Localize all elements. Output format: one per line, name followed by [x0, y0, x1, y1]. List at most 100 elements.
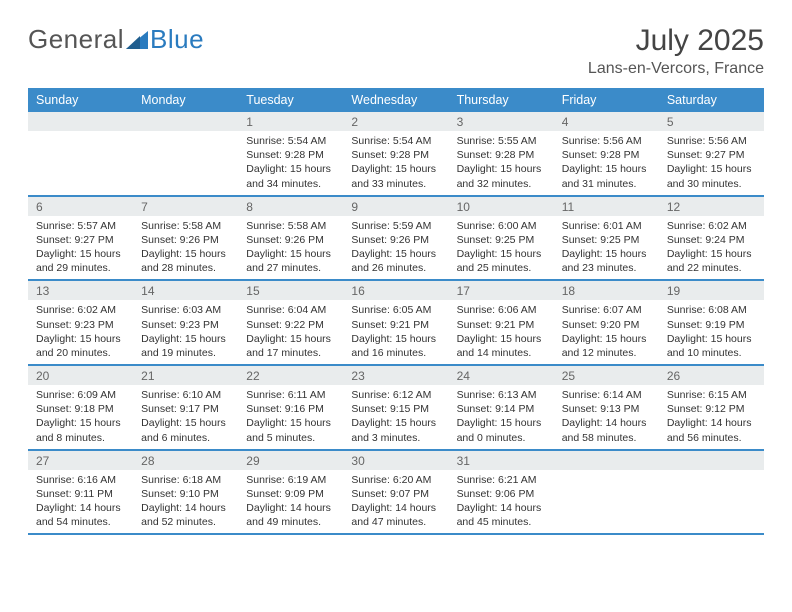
day-number: 27 — [28, 451, 133, 470]
triangle-icon — [126, 31, 148, 49]
day-number — [554, 451, 659, 470]
daylight-text: Daylight: 14 hours and 47 minutes. — [351, 501, 440, 529]
sunrise-text: Sunrise: 6:07 AM — [562, 303, 651, 317]
sunset-text: Sunset: 9:06 PM — [457, 487, 546, 501]
sunset-text: Sunset: 9:28 PM — [351, 148, 440, 162]
day-cell: 29Sunrise: 6:19 AMSunset: 9:09 PMDayligh… — [238, 451, 343, 534]
day-cell: 20Sunrise: 6:09 AMSunset: 9:18 PMDayligh… — [28, 366, 133, 449]
day-cell: 19Sunrise: 6:08 AMSunset: 9:19 PMDayligh… — [659, 281, 764, 364]
day-body: Sunrise: 6:01 AMSunset: 9:25 PMDaylight:… — [554, 216, 659, 280]
sunrise-text: Sunrise: 5:56 AM — [562, 134, 651, 148]
day-number — [659, 451, 764, 470]
day-number: 15 — [238, 281, 343, 300]
calendar-grid: Sunday Monday Tuesday Wednesday Thursday… — [28, 88, 764, 535]
day-number — [133, 112, 238, 131]
sunrise-text: Sunrise: 6:12 AM — [351, 388, 440, 402]
day-number: 11 — [554, 197, 659, 216]
day-cell: 30Sunrise: 6:20 AMSunset: 9:07 PMDayligh… — [343, 451, 448, 534]
day-body: Sunrise: 6:11 AMSunset: 9:16 PMDaylight:… — [238, 385, 343, 449]
sunrise-text: Sunrise: 6:09 AM — [36, 388, 125, 402]
sunrise-text: Sunrise: 5:55 AM — [457, 134, 546, 148]
day-cell — [28, 112, 133, 195]
day-body: Sunrise: 6:13 AMSunset: 9:14 PMDaylight:… — [449, 385, 554, 449]
day-body: Sunrise: 5:59 AMSunset: 9:26 PMDaylight:… — [343, 216, 448, 280]
daylight-text: Daylight: 15 hours and 12 minutes. — [562, 332, 651, 360]
day-body: Sunrise: 6:15 AMSunset: 9:12 PMDaylight:… — [659, 385, 764, 449]
week-row: 6Sunrise: 5:57 AMSunset: 9:27 PMDaylight… — [28, 197, 764, 282]
sunrise-text: Sunrise: 6:03 AM — [141, 303, 230, 317]
day-body: Sunrise: 6:14 AMSunset: 9:13 PMDaylight:… — [554, 385, 659, 449]
sunrise-text: Sunrise: 6:20 AM — [351, 473, 440, 487]
sunset-text: Sunset: 9:11 PM — [36, 487, 125, 501]
sunset-text: Sunset: 9:10 PM — [141, 487, 230, 501]
day-body: Sunrise: 6:19 AMSunset: 9:09 PMDaylight:… — [238, 470, 343, 534]
day-cell: 15Sunrise: 6:04 AMSunset: 9:22 PMDayligh… — [238, 281, 343, 364]
sunset-text: Sunset: 9:26 PM — [246, 233, 335, 247]
sunset-text: Sunset: 9:25 PM — [457, 233, 546, 247]
day-cell — [133, 112, 238, 195]
sunset-text: Sunset: 9:27 PM — [36, 233, 125, 247]
sunset-text: Sunset: 9:23 PM — [141, 318, 230, 332]
day-number: 7 — [133, 197, 238, 216]
daylight-text: Daylight: 15 hours and 28 minutes. — [141, 247, 230, 275]
daylight-text: Daylight: 14 hours and 45 minutes. — [457, 501, 546, 529]
page-header: General Blue July 2025 Lans-en-Vercors, … — [28, 24, 764, 78]
day-number: 28 — [133, 451, 238, 470]
day-cell: 13Sunrise: 6:02 AMSunset: 9:23 PMDayligh… — [28, 281, 133, 364]
title-block: July 2025 Lans-en-Vercors, France — [588, 24, 764, 78]
sunrise-text: Sunrise: 6:21 AM — [457, 473, 546, 487]
sunrise-text: Sunrise: 6:00 AM — [457, 219, 546, 233]
day-cell: 14Sunrise: 6:03 AMSunset: 9:23 PMDayligh… — [133, 281, 238, 364]
day-cell: 18Sunrise: 6:07 AMSunset: 9:20 PMDayligh… — [554, 281, 659, 364]
sunset-text: Sunset: 9:20 PM — [562, 318, 651, 332]
day-body: Sunrise: 5:54 AMSunset: 9:28 PMDaylight:… — [343, 131, 448, 195]
day-body: Sunrise: 6:10 AMSunset: 9:17 PMDaylight:… — [133, 385, 238, 449]
day-body: Sunrise: 6:04 AMSunset: 9:22 PMDaylight:… — [238, 300, 343, 364]
day-number: 22 — [238, 366, 343, 385]
sunset-text: Sunset: 9:17 PM — [141, 402, 230, 416]
day-cell: 27Sunrise: 6:16 AMSunset: 9:11 PMDayligh… — [28, 451, 133, 534]
sunrise-text: Sunrise: 6:02 AM — [36, 303, 125, 317]
week-row: 20Sunrise: 6:09 AMSunset: 9:18 PMDayligh… — [28, 366, 764, 451]
sunset-text: Sunset: 9:27 PM — [667, 148, 756, 162]
day-body: Sunrise: 6:08 AMSunset: 9:19 PMDaylight:… — [659, 300, 764, 364]
weekday-header-row: Sunday Monday Tuesday Wednesday Thursday… — [28, 88, 764, 112]
sunrise-text: Sunrise: 6:08 AM — [667, 303, 756, 317]
sunset-text: Sunset: 9:13 PM — [562, 402, 651, 416]
week-row: 13Sunrise: 6:02 AMSunset: 9:23 PMDayligh… — [28, 281, 764, 366]
weekday-header: Friday — [554, 88, 659, 112]
day-number: 26 — [659, 366, 764, 385]
month-title: July 2025 — [588, 24, 764, 58]
sunrise-text: Sunrise: 6:04 AM — [246, 303, 335, 317]
sunset-text: Sunset: 9:22 PM — [246, 318, 335, 332]
weekday-header: Saturday — [659, 88, 764, 112]
sunrise-text: Sunrise: 5:54 AM — [246, 134, 335, 148]
sunrise-text: Sunrise: 5:56 AM — [667, 134, 756, 148]
day-body: Sunrise: 5:54 AMSunset: 9:28 PMDaylight:… — [238, 131, 343, 195]
day-cell: 2Sunrise: 5:54 AMSunset: 9:28 PMDaylight… — [343, 112, 448, 195]
sunset-text: Sunset: 9:21 PM — [351, 318, 440, 332]
day-number: 24 — [449, 366, 554, 385]
day-cell: 17Sunrise: 6:06 AMSunset: 9:21 PMDayligh… — [449, 281, 554, 364]
week-row: 1Sunrise: 5:54 AMSunset: 9:28 PMDaylight… — [28, 112, 764, 197]
day-body: Sunrise: 6:02 AMSunset: 9:23 PMDaylight:… — [28, 300, 133, 364]
day-number: 23 — [343, 366, 448, 385]
sunrise-text: Sunrise: 5:54 AM — [351, 134, 440, 148]
daylight-text: Daylight: 15 hours and 5 minutes. — [246, 416, 335, 444]
weekday-header: Thursday — [449, 88, 554, 112]
day-cell — [659, 451, 764, 534]
weeks-container: 1Sunrise: 5:54 AMSunset: 9:28 PMDaylight… — [28, 112, 764, 535]
day-cell: 26Sunrise: 6:15 AMSunset: 9:12 PMDayligh… — [659, 366, 764, 449]
day-number: 3 — [449, 112, 554, 131]
sunrise-text: Sunrise: 6:06 AM — [457, 303, 546, 317]
day-body: Sunrise: 5:56 AMSunset: 9:27 PMDaylight:… — [659, 131, 764, 195]
day-body: Sunrise: 5:58 AMSunset: 9:26 PMDaylight:… — [238, 216, 343, 280]
day-body: Sunrise: 6:20 AMSunset: 9:07 PMDaylight:… — [343, 470, 448, 534]
sunrise-text: Sunrise: 6:02 AM — [667, 219, 756, 233]
day-cell: 23Sunrise: 6:12 AMSunset: 9:15 PMDayligh… — [343, 366, 448, 449]
day-cell: 24Sunrise: 6:13 AMSunset: 9:14 PMDayligh… — [449, 366, 554, 449]
daylight-text: Daylight: 15 hours and 26 minutes. — [351, 247, 440, 275]
sunset-text: Sunset: 9:18 PM — [36, 402, 125, 416]
day-body: Sunrise: 5:57 AMSunset: 9:27 PMDaylight:… — [28, 216, 133, 280]
day-body: Sunrise: 6:18 AMSunset: 9:10 PMDaylight:… — [133, 470, 238, 534]
